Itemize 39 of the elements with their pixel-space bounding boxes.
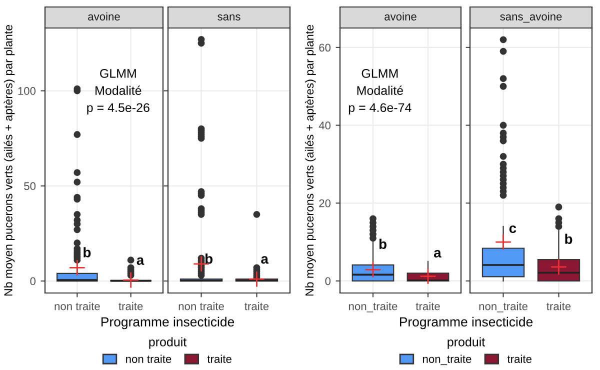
annotation: b [84, 247, 91, 258]
x-axis-title: Programme insecticide [101, 316, 234, 330]
y-tick-label: 0 [325, 277, 331, 286]
y-tick-label: 60 [319, 44, 331, 52]
annotation: c [509, 225, 516, 234]
x-tick-label: non traite [54, 302, 100, 310]
legend-label: traite [507, 354, 532, 363]
y-tick-label: 50 [24, 182, 36, 190]
y-tick-label: 20 [319, 199, 331, 208]
chart-title: sans_avoine [500, 12, 562, 23]
annotation: GLMM Modalité p = 4.6e-74 [348, 69, 412, 115]
x-tick-label: traite [244, 302, 269, 310]
annotation: b [565, 234, 572, 244]
x-tick-label: traite [118, 302, 143, 310]
y-axis-title: Nb moyen pucerons verts (ailés + aptères) par plante [304, 25, 316, 296]
legend-label: traite [207, 354, 232, 363]
legend-title: produit [149, 337, 187, 349]
y-tick-label: 40 [318, 122, 331, 130]
x-tick-label: traite [546, 302, 571, 310]
annotation: b [206, 254, 213, 264]
chart-title: sans [218, 14, 240, 20]
y-tick-label: 100 [18, 87, 36, 95]
x-tick-label: traite [416, 302, 440, 310]
chart-title: avoine [88, 12, 120, 20]
annotation: a [261, 256, 269, 264]
y-axis-title: Nb moyen pucerons verts (ailés + aptères) par plante [4, 25, 15, 296]
y-tick-label: 0 [30, 277, 36, 286]
legend-title: produit [448, 337, 486, 349]
annotation: b [379, 238, 386, 250]
annotation: GLMM Modalité p = 4.5e-26 [87, 69, 150, 115]
x-axis-title: Programme insecticide [400, 316, 533, 330]
x-tick-label: non_traite [479, 302, 528, 312]
x-tick-label: non_traite [349, 302, 398, 312]
annotation: a [434, 250, 442, 258]
legend-label: non traite [126, 354, 172, 363]
legend-label: non_traite [423, 354, 472, 366]
chart-title: avoine [384, 12, 416, 20]
x-tick-label: non traite [178, 302, 224, 310]
annotation: a [136, 257, 144, 265]
